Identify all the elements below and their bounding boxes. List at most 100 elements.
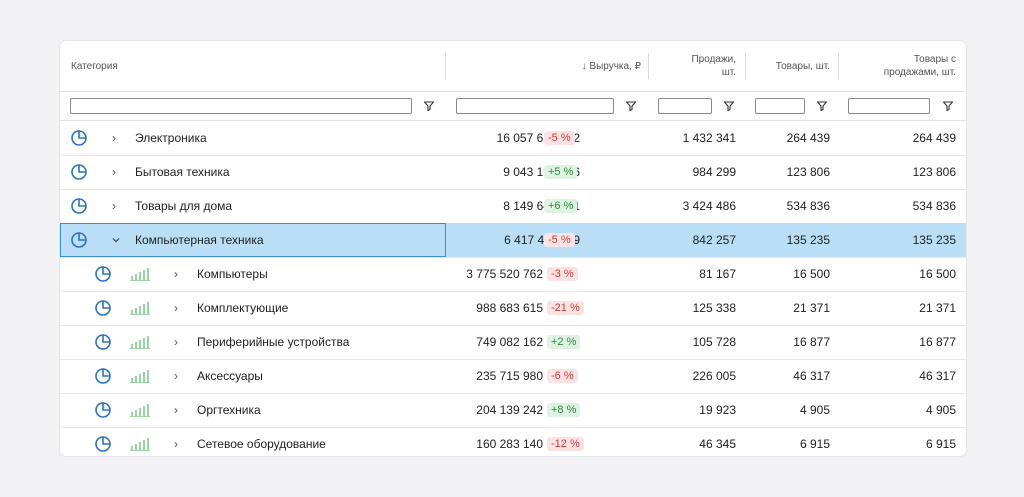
change-badge-wrap: +8 % xyxy=(547,393,647,427)
pie-chart-icon[interactable] xyxy=(70,155,90,189)
sales-filter-icon[interactable] xyxy=(722,99,736,113)
sales-value: 125 338 xyxy=(692,301,736,315)
column-header-sales-label: Продажи, шт. xyxy=(691,53,736,79)
chevron-right-icon[interactable]: › xyxy=(174,267,178,281)
column-header-sales-line1: Продажи, xyxy=(691,54,736,65)
pie-chart-icon[interactable] xyxy=(70,189,90,223)
revenue-value: 988 683 615 xyxy=(476,301,543,315)
sales-value: 3 424 486 xyxy=(682,199,736,213)
chevron-right-icon[interactable]: › xyxy=(112,199,116,213)
change-badge: +6 % xyxy=(544,199,578,213)
category-name: Товары для дома xyxy=(135,199,233,213)
chevron-right-icon[interactable]: › xyxy=(174,301,178,315)
change-badge: +8 % xyxy=(547,403,581,417)
goods-filter-input[interactable] xyxy=(755,98,805,114)
table-subrow[interactable]: › Периферийные устройства 749 082 162 +2… xyxy=(60,325,966,360)
goods-value: 534 836 xyxy=(786,199,830,213)
pie-chart-icon[interactable] xyxy=(94,325,114,359)
bar-chart-icon[interactable] xyxy=(130,291,152,325)
category-filter-icon[interactable] xyxy=(422,99,436,113)
pie-chart-icon[interactable] xyxy=(94,257,114,291)
sales-value: 1 432 341 xyxy=(682,131,736,145)
column-header-goods-with-sales-line1: Товары с xyxy=(913,54,956,65)
data-grid: Категория ↓ Выручка, ₽ Продажи, шт. Това… xyxy=(60,41,966,456)
goods-with-sales-value: 4 905 xyxy=(925,403,956,417)
change-badge-wrap: -5 % xyxy=(544,223,644,257)
revenue-value: 749 082 162 xyxy=(476,335,543,349)
table-subrow[interactable]: › Сетевое оборудование 160 283 140 -12 %… xyxy=(60,427,966,456)
table-row[interactable]: › Электроника 16 057 629 102 -5 % 1 432 … xyxy=(60,121,966,156)
change-badge: -3 % xyxy=(547,267,578,281)
column-separator[interactable] xyxy=(648,53,649,79)
table-subrow[interactable]: › Оргтехника 204 139 242 +8 % 19 923 4 9… xyxy=(60,393,966,428)
chevron-right-icon[interactable]: › xyxy=(174,369,178,383)
sales-filter-input[interactable] xyxy=(658,98,712,114)
pie-chart-icon[interactable] xyxy=(94,291,114,325)
sales-value: 226 005 xyxy=(692,369,736,383)
grid-header: Категория ↓ Выручка, ₽ Продажи, шт. Това… xyxy=(60,41,966,92)
column-header-goods[interactable]: Товары, шт. xyxy=(754,41,830,91)
goods-with-sales-value: 264 439 xyxy=(912,131,956,145)
goods-with-sales-filter-input[interactable] xyxy=(848,98,930,114)
pie-chart-icon[interactable] xyxy=(94,427,114,456)
bar-chart-icon[interactable] xyxy=(130,257,152,291)
change-badge-wrap: -6 % xyxy=(547,359,647,393)
chevron-right-icon[interactable]: › xyxy=(174,437,178,451)
table-row[interactable]: › Бытовая техника 9 043 198 616 +5 % 984… xyxy=(60,155,966,190)
bar-chart-icon[interactable] xyxy=(130,393,152,427)
goods-with-sales-value: 123 806 xyxy=(912,165,956,179)
goods-with-sales-value: 6 915 xyxy=(925,437,956,451)
category-filter-input[interactable] xyxy=(70,98,412,114)
column-separator[interactable] xyxy=(838,53,839,79)
chevron-right-icon[interactable]: › xyxy=(174,335,178,349)
goods-with-sales-value: 21 371 xyxy=(919,301,956,315)
column-separator[interactable] xyxy=(745,53,746,79)
goods-value: 16 877 xyxy=(793,335,830,349)
sales-value: 842 257 xyxy=(692,233,736,247)
goods-filter-icon[interactable] xyxy=(815,99,829,113)
revenue-filter-icon[interactable] xyxy=(624,99,638,113)
table-subrow[interactable]: › Комплектующие 988 683 615 -21 % 125 33… xyxy=(60,291,966,326)
table-subrow[interactable]: › Компьютеры 3 775 520 762 -3 % 81 167 1… xyxy=(60,257,966,292)
revenue-value: 204 139 242 xyxy=(476,403,543,417)
revenue-filter-input[interactable] xyxy=(456,98,614,114)
goods-value: 123 806 xyxy=(786,165,830,179)
column-header-category[interactable]: Категория xyxy=(71,41,441,91)
pie-chart-icon[interactable] xyxy=(70,121,90,155)
bar-chart-icon[interactable] xyxy=(130,325,152,359)
column-header-goods-with-sales-label: Товары с продажами, шт. xyxy=(884,53,956,79)
chevron-right-icon[interactable]: › xyxy=(112,131,116,145)
bar-chart-icon[interactable] xyxy=(130,359,152,393)
change-badge: -5 % xyxy=(544,131,575,145)
table-subrow[interactable]: › Аксессуары 235 715 980 -6 % 226 005 46… xyxy=(60,359,966,394)
category-name: Компьютеры xyxy=(197,267,268,281)
table-row-selected[interactable]: Компьютерная техника 6 417 403 119 -5 % … xyxy=(60,223,966,258)
pie-chart-icon[interactable] xyxy=(94,393,114,427)
category-name: Компьютерная техника xyxy=(135,233,264,247)
chevron-right-icon[interactable]: › xyxy=(174,403,178,417)
category-name: Оргтехника xyxy=(197,403,261,417)
change-badge: -12 % xyxy=(547,437,584,451)
pie-chart-icon[interactable] xyxy=(94,359,114,393)
chevron-down-icon[interactable] xyxy=(111,223,125,257)
revenue-value: 3 775 520 762 xyxy=(466,267,543,281)
change-badge-wrap: +6 % xyxy=(544,189,644,223)
goods-value: 21 371 xyxy=(793,301,830,315)
bar-chart-icon[interactable] xyxy=(130,427,152,456)
column-header-sales[interactable]: Продажи, шт. xyxy=(658,41,736,91)
chevron-right-icon[interactable]: › xyxy=(112,165,116,179)
column-header-goods-with-sales-line2: продажами, шт. xyxy=(883,67,956,78)
change-badge: -5 % xyxy=(544,233,575,247)
goods-with-sales-value: 135 235 xyxy=(912,233,956,247)
category-name: Аксессуары xyxy=(197,369,263,383)
table-row[interactable]: › Товары для дома 8 149 642 051 +6 % 3 4… xyxy=(60,189,966,224)
column-header-goods-with-sales[interactable]: Товары с продажами, шт. xyxy=(848,41,956,91)
goods-with-sales-value: 46 317 xyxy=(919,369,956,383)
pie-chart-icon[interactable] xyxy=(70,223,90,257)
sales-value: 105 728 xyxy=(692,335,736,349)
column-header-revenue[interactable]: ↓ Выручка, ₽ xyxy=(456,41,641,91)
column-separator[interactable] xyxy=(445,53,446,79)
column-header-goods-label: Товары, шт. xyxy=(775,60,830,72)
goods-value: 135 235 xyxy=(786,233,830,247)
goods-with-sales-filter-icon[interactable] xyxy=(941,99,955,113)
